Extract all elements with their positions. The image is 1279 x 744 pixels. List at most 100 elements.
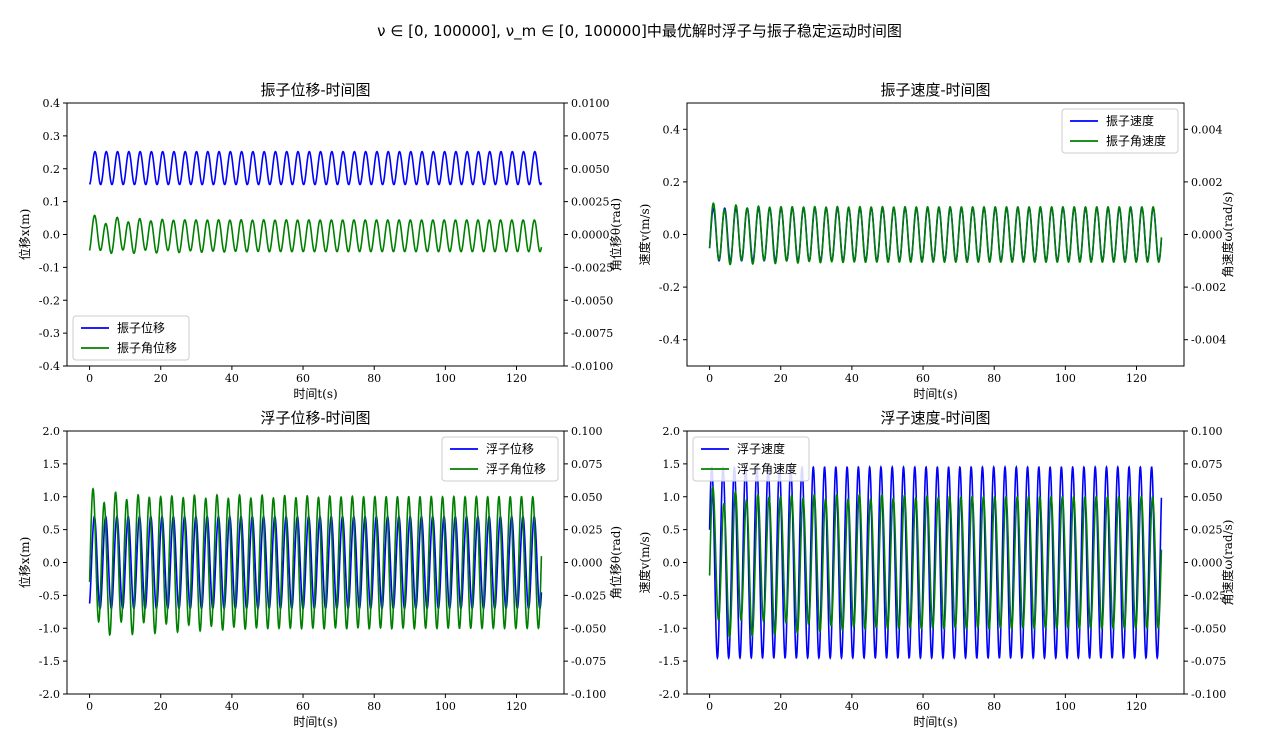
y-tick-label: 0.5	[663, 524, 681, 537]
legend-label: 浮子角速度	[737, 461, 797, 476]
y2-axis-label: 角速度ω(rad/s)	[1220, 520, 1235, 606]
chart-title: 振子位移-时间图	[260, 81, 370, 99]
y-tick-label: -0.4	[39, 360, 60, 373]
y-tick-label: -2.0	[659, 688, 680, 701]
y-tick-label: 0.2	[663, 176, 681, 189]
y-tick-label: 0.1	[43, 196, 61, 209]
y2-axis-label: 角位移θ(rad)	[608, 526, 623, 599]
y2-tick-label: -0.075	[571, 655, 606, 668]
y-tick-label: 2.0	[43, 425, 61, 438]
series-line-2	[88, 214, 543, 255]
x-tick-label: 40	[225, 700, 239, 713]
x-tick-label: 60	[916, 700, 930, 713]
y2-tick-label: 0.000	[1191, 557, 1223, 570]
series-line-1	[88, 150, 543, 186]
y2-tick-label: -0.025	[571, 589, 606, 602]
x-tick-label: 0	[706, 372, 713, 385]
x-tick-label: 40	[845, 372, 859, 385]
series-line-2	[88, 487, 543, 637]
y2-axis-label: 角速度ω(rad/s)	[1220, 192, 1235, 278]
y-tick-label: 1.0	[43, 491, 61, 504]
x-tick-label: 60	[296, 372, 310, 385]
y-tick-label: -0.5	[39, 589, 60, 602]
x-tick-label: 100	[435, 700, 456, 713]
chart-panel-1: 0 20 40 60 80 100 120 -0.4 -0.3 -0.2 -0.1 0.0 0.1 0.2…	[17, 81, 623, 401]
figure-title: ν ∈ [0, 100000], ν_m ∈ [0, 100000]中最优解时浮…	[377, 22, 902, 40]
legend-label: 浮子角位移	[486, 461, 546, 476]
y2-axis-label: 角位移θ(rad)	[608, 198, 623, 271]
x-axis-label: 时间t(s)	[293, 387, 337, 401]
y2-tick-label: -0.0075	[571, 327, 613, 340]
y2-tick-label: 0.100	[571, 425, 603, 438]
series-line-2	[708, 485, 1163, 639]
y2-tick-label: 0.0000	[571, 229, 610, 242]
y-tick-label: -0.5	[659, 589, 680, 602]
x-tick-label: 120	[1126, 372, 1147, 385]
y2-tick-label: -0.0100	[571, 360, 613, 373]
y-tick-label: -0.4	[659, 334, 680, 347]
y-tick-label: -1.0	[659, 622, 680, 635]
y-tick-label: 1.0	[663, 491, 681, 504]
x-tick-label: 80	[987, 700, 1001, 713]
y-tick-label: 0.0	[43, 557, 61, 570]
y-tick-label: -1.0	[39, 622, 60, 635]
y-tick-label: 0.3	[43, 130, 61, 143]
y2-tick-label: -0.050	[571, 622, 606, 635]
x-tick-label: 0	[86, 700, 93, 713]
x-tick-label: 60	[916, 372, 930, 385]
x-axis-label: 时间t(s)	[913, 387, 957, 401]
y-axis-label: 位移x(m)	[17, 209, 32, 261]
y-tick-label: 0.0	[43, 229, 61, 242]
y2-tick-label: -0.0025	[571, 261, 613, 274]
x-tick-label: 20	[154, 372, 168, 385]
y-tick-label: -0.2	[659, 281, 680, 294]
x-tick-label: 0	[86, 372, 93, 385]
y-tick-label: 1.5	[43, 458, 61, 471]
x-tick-label: 100	[1055, 700, 1076, 713]
y2-tick-label: -0.100	[1191, 688, 1226, 701]
y2-tick-label: 0.004	[1191, 123, 1223, 136]
x-tick-label: 120	[1126, 700, 1147, 713]
y2-tick-label: 0.000	[1191, 229, 1223, 242]
y-tick-label: -0.1	[39, 261, 60, 274]
legend-label: 振子速度	[1106, 113, 1154, 128]
chart-panel-2: 0 20 40 60 80 100 120 -0.4 -0.2 0.0 0.2 0.4 -0.004 -0…	[637, 81, 1235, 401]
y-tick-label: 0.5	[43, 524, 61, 537]
chart-panel-3: 0 20 40 60 80 100 120 -2.0 -1.5 -1.0 -0.5 0.0 0.5 1.0…	[17, 409, 623, 729]
x-tick-label: 80	[367, 700, 381, 713]
y2-tick-label: 0.050	[1191, 491, 1223, 504]
x-tick-label: 40	[845, 700, 859, 713]
y2-tick-label: 0.0100	[571, 97, 610, 110]
y-tick-label: 2.0	[663, 425, 681, 438]
y2-tick-label: 0.000	[571, 557, 603, 570]
y-tick-label: -1.5	[659, 655, 680, 668]
y-tick-label: -1.5	[39, 655, 60, 668]
y-axis-label: 位移x(m)	[17, 537, 32, 589]
y-tick-label: 0.4	[663, 123, 681, 136]
legend-box	[1061, 108, 1179, 154]
x-axis-label: 时间t(s)	[293, 715, 337, 729]
legend-label: 浮子速度	[737, 441, 785, 456]
y2-tick-label: 0.100	[1191, 425, 1223, 438]
y-tick-label: 0.0	[663, 557, 681, 570]
x-tick-label: 120	[506, 700, 527, 713]
y-axis-label: 速度v(m/s)	[637, 204, 652, 266]
y-tick-label: -2.0	[39, 688, 60, 701]
y2-tick-label: 0.0075	[571, 130, 610, 143]
y2-tick-label: 0.075	[1191, 458, 1223, 471]
x-tick-label: 100	[1055, 372, 1076, 385]
x-tick-label: 60	[296, 700, 310, 713]
y-axis-label: 速度v(m/s)	[637, 532, 652, 594]
chart-panel-4: 0 20 40 60 80 100 120 -2.0 -1.5 -1.0 -0.5 0.0 0.5 1.0…	[637, 409, 1235, 729]
y2-tick-label: 0.025	[1191, 524, 1223, 537]
y2-tick-label: 0.075	[571, 458, 603, 471]
legend-box	[72, 315, 190, 361]
y2-tick-label: -0.075	[1191, 655, 1226, 668]
y-tick-label: -0.3	[39, 327, 60, 340]
y2-tick-label: -0.050	[1191, 622, 1226, 635]
x-tick-label: 80	[367, 372, 381, 385]
y2-tick-label: 0.002	[1191, 176, 1223, 189]
